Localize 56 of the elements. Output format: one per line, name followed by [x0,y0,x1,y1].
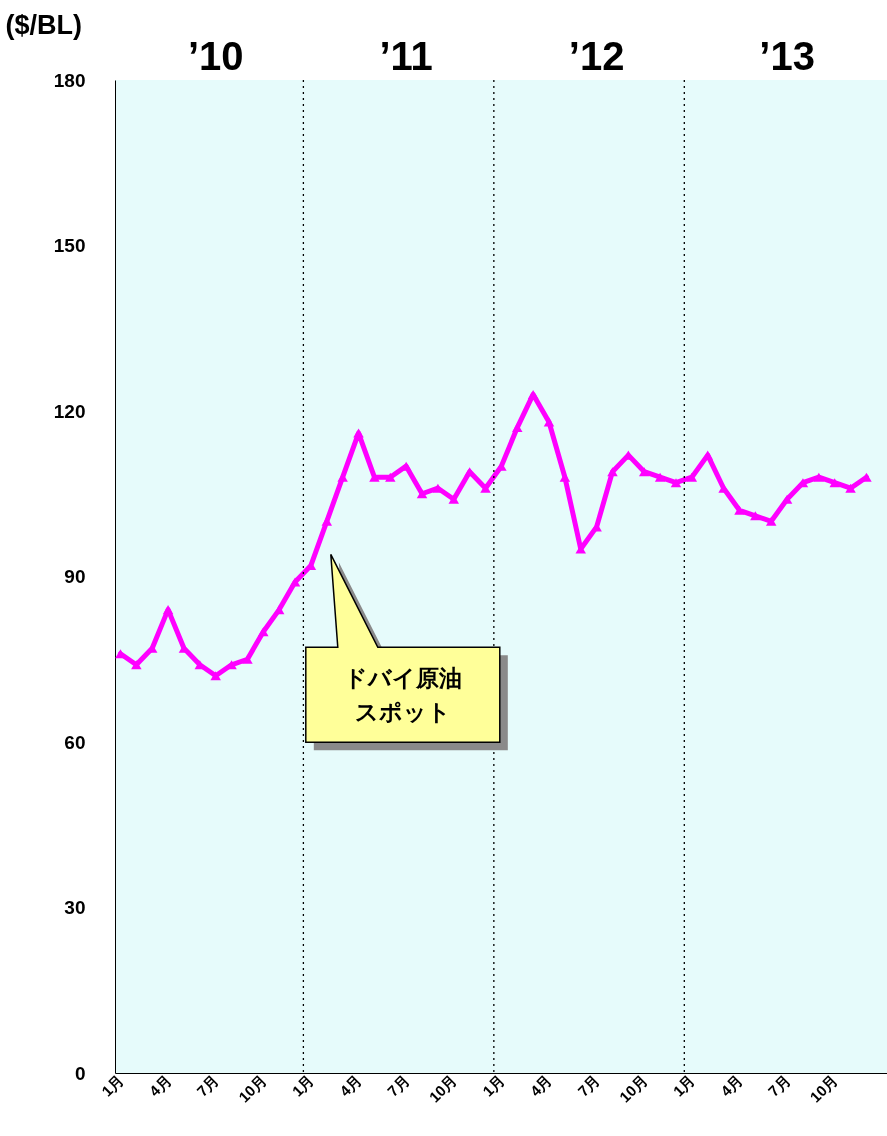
point [162,605,174,615]
point [607,467,618,477]
point [702,450,713,460]
point [543,417,555,427]
point [353,428,364,438]
x-tick-label: 1月 [98,1071,127,1100]
point [527,389,539,399]
x2-tick-label: ’12 [568,34,625,78]
point [718,483,729,493]
point [210,671,221,681]
point [845,483,856,493]
y-tick-label: 150 [53,235,86,256]
x-tick-label: 4月 [526,1071,556,1100]
x-tick-label: 4月 [145,1071,175,1100]
x-tick-label: 4月 [336,1071,365,1100]
point [638,467,650,477]
point [686,472,698,482]
x-tick-label: 10月 [425,1071,460,1106]
x-tick-label: 1月 [669,1071,699,1100]
point [813,472,825,482]
x-tick-label: 4月 [717,1071,746,1100]
x-tick-label: 7月 [574,1071,603,1100]
point [829,478,840,488]
y-tick-label: 90 [64,566,86,587]
x-tick-label: 10月 [806,1071,841,1106]
point [448,494,460,504]
x-tick-label: 1月 [288,1071,318,1100]
x-tick-label: 10月 [615,1071,651,1106]
point [258,627,269,637]
y-tick-label: 0 [74,1062,86,1084]
point [385,472,396,482]
x2-tick-label: ’13 [759,34,815,78]
y-tick-label: 180 [53,69,86,91]
y-axis-title: ($/BL) [5,9,82,40]
point [131,660,142,670]
point [416,489,428,499]
point [654,472,666,482]
point [289,577,301,587]
text: ドバイ原油スポット [343,664,462,725]
x-tick-label: 7月 [383,1071,413,1100]
x-tick-label: 1月 [479,1071,508,1100]
y-tick-label: 30 [64,897,86,918]
point [670,478,682,488]
point [242,654,253,664]
x2-tick-label: ’11 [379,34,433,78]
point [750,511,761,521]
y-tick-label: 60 [64,731,86,753]
x-tick-label: 7月 [764,1071,794,1100]
point [734,505,745,515]
x-tick-label: 7月 [193,1071,222,1100]
x2-tick-label: ’10 [187,34,244,78]
y-tick-label: 120 [53,400,86,422]
point [512,423,523,433]
x-tick-label: 10月 [235,1071,270,1106]
point [765,516,777,526]
point [480,483,491,493]
